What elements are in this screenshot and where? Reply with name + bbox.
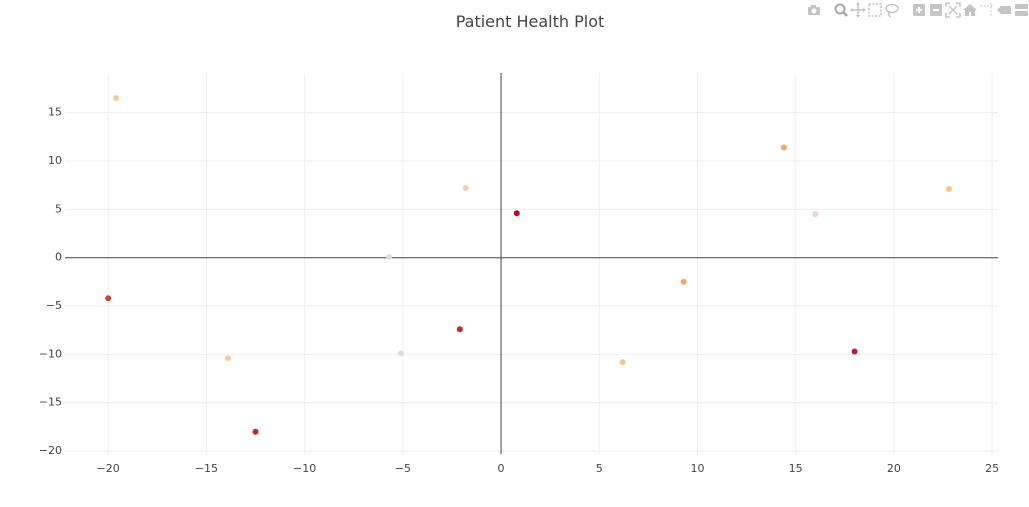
camera-icon[interactable]: [805, 2, 822, 18]
data-point[interactable]: [780, 144, 787, 151]
modebar: [805, 2, 1029, 18]
data-point[interactable]: [105, 295, 112, 302]
y-tick-label: 0: [55, 251, 62, 264]
chart-title: Patient Health Plot: [455, 12, 605, 31]
data-point[interactable]: [513, 210, 520, 217]
y-tick-label: −5: [46, 299, 62, 312]
reset-axes-icon[interactable]: [961, 2, 978, 18]
lasso-select-icon[interactable]: [883, 2, 900, 18]
x-tick-label: −20: [97, 462, 120, 475]
data-point[interactable]: [680, 278, 687, 285]
y-tick-label: 5: [55, 202, 62, 215]
data-point[interactable]: [397, 350, 404, 357]
box-select-icon[interactable]: [866, 2, 883, 18]
x-tick-label: 0: [498, 462, 505, 475]
tick-labels: −20 −15 −10 −5 0 5 10 15 20 25 −20 −15 −10 −5 0 5 10 15: [39, 106, 999, 475]
x-tick-label: 5: [596, 462, 603, 475]
zoom-icon[interactable]: [832, 2, 849, 18]
zoom-out-icon[interactable]: [927, 2, 944, 18]
y-tick-label: −10: [39, 347, 62, 360]
hover-compare-icon[interactable]: [1012, 2, 1029, 18]
grid: [65, 73, 998, 454]
y-tick-label: −20: [39, 444, 62, 457]
zoom-in-icon[interactable]: [910, 2, 927, 18]
data-point[interactable]: [945, 186, 952, 193]
zero-lines: [65, 73, 998, 454]
x-tick-label: 10: [690, 462, 704, 475]
x-tick-label: −10: [293, 462, 316, 475]
x-tick-label: −15: [195, 462, 218, 475]
data-point[interactable]: [386, 253, 393, 260]
y-tick-label: −15: [39, 396, 62, 409]
data-point[interactable]: [456, 326, 463, 333]
x-tick-label: −5: [395, 462, 411, 475]
x-tick-label: 25: [985, 462, 999, 475]
hover-closest-icon[interactable]: [995, 2, 1012, 18]
y-tick-label: 15: [48, 106, 62, 119]
data-point[interactable]: [113, 95, 120, 102]
data-point[interactable]: [851, 348, 858, 355]
data-point[interactable]: [619, 359, 626, 366]
data-point[interactable]: [252, 428, 259, 435]
x-tick-label: 20: [887, 462, 901, 475]
data-point[interactable]: [462, 185, 469, 192]
data-point[interactable]: [225, 355, 232, 362]
data-point[interactable]: [812, 211, 819, 218]
pan-icon[interactable]: [849, 2, 866, 18]
data-points: [105, 95, 952, 435]
spike-lines-icon[interactable]: [978, 2, 995, 18]
y-tick-label: 10: [48, 154, 62, 167]
x-tick-label: 15: [789, 462, 803, 475]
autoscale-icon[interactable]: [944, 2, 961, 18]
